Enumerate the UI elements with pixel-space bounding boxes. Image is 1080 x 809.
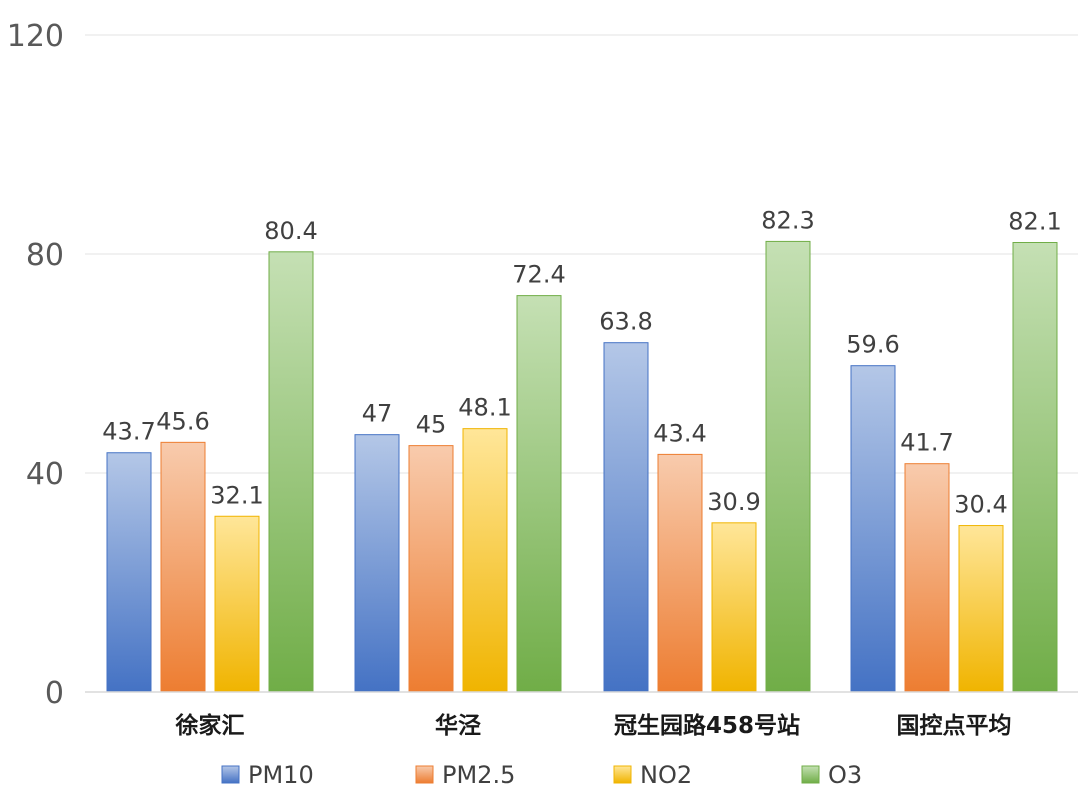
data-label: 30.4 — [954, 491, 1007, 519]
data-labels: 43.7 47 63.8 59.6 45.6 45 43.4 41.7 32.1… — [102, 206, 1061, 518]
data-label: 82.1 — [1008, 208, 1061, 236]
bar-pm2-5 — [904, 463, 950, 693]
bar-no2 — [711, 522, 757, 693]
category-label: 徐家汇 — [175, 712, 245, 739]
bar-pm10 — [354, 434, 400, 693]
legend-swatch — [801, 765, 820, 784]
bar-no2 — [958, 525, 1004, 693]
legend-item-pm10: PM10 — [221, 761, 314, 789]
y-tick-label: 0 — [45, 676, 64, 711]
data-label: 59.6 — [846, 331, 899, 359]
bar-pm2-5 — [160, 441, 206, 693]
legend: PM10 PM2.5 NO2 O3 — [221, 761, 862, 789]
category-label: 国控点平均 — [897, 712, 1012, 739]
category-label: 华泾 — [435, 712, 481, 739]
category-labels: 徐家汇 华泾 冠生园路458号站 国控点平均 — [175, 712, 1012, 739]
data-label: 48.1 — [458, 394, 511, 422]
bars — [106, 240, 1058, 693]
legend-swatch — [415, 765, 434, 784]
bar-o3 — [516, 295, 562, 693]
data-label: 47 — [362, 400, 393, 428]
legend-label: PM2.5 — [442, 761, 515, 789]
y-tick-label: 40 — [26, 457, 64, 492]
legend-label: NO2 — [640, 761, 692, 789]
legend-swatch — [221, 765, 240, 784]
legend-item-no2: NO2 — [613, 761, 692, 789]
legend-label: O3 — [828, 761, 862, 789]
data-label: 82.3 — [761, 206, 814, 234]
data-label: 45.6 — [156, 407, 209, 435]
bar-o3 — [1012, 242, 1058, 693]
bar-no2 — [214, 515, 260, 693]
bar-pm10 — [106, 452, 152, 693]
data-label: 43.7 — [102, 418, 155, 446]
data-label: 72.4 — [512, 261, 565, 289]
data-label: 41.7 — [900, 429, 953, 457]
y-tick-label: 80 — [26, 238, 64, 273]
data-label: 30.9 — [707, 488, 760, 516]
bar-pm2-5 — [657, 453, 703, 693]
y-axis-ticks: 0 40 80 120 — [7, 19, 64, 711]
legend-label: PM10 — [248, 761, 314, 789]
bar-pm10 — [603, 342, 649, 693]
data-label: 45 — [416, 411, 447, 439]
bar-no2 — [462, 428, 508, 693]
gridlines — [85, 34, 1078, 474]
bar-o3 — [765, 240, 811, 693]
data-label: 32.1 — [210, 481, 263, 509]
legend-item-pm2-5: PM2.5 — [415, 761, 515, 789]
data-label: 80.4 — [264, 217, 317, 245]
bar-pm10 — [850, 365, 896, 693]
bar-pm2-5 — [408, 445, 454, 693]
data-label: 43.4 — [653, 419, 706, 447]
y-tick-label: 120 — [7, 19, 64, 54]
category-label: 冠生园路458号站 — [614, 712, 800, 739]
legend-item-o3: O3 — [801, 761, 862, 789]
data-label: 63.8 — [599, 308, 652, 336]
legend-swatch — [613, 765, 632, 784]
bar-o3 — [268, 251, 314, 693]
